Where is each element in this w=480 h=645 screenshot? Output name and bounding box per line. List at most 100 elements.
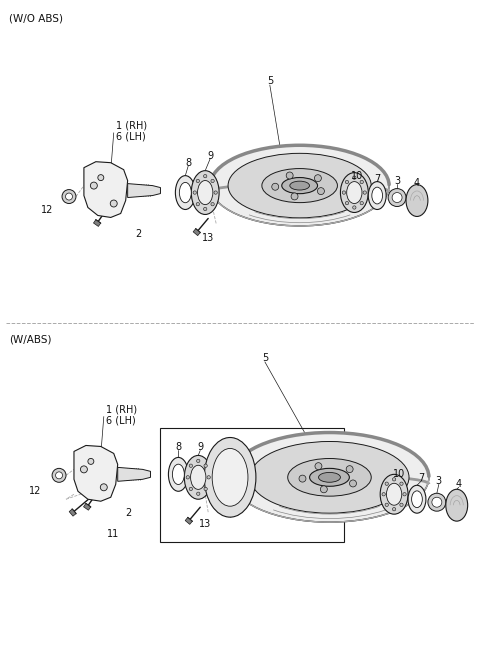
Text: 7: 7 xyxy=(418,473,424,483)
Circle shape xyxy=(363,191,366,194)
Text: 8: 8 xyxy=(175,442,181,452)
Ellipse shape xyxy=(172,464,184,484)
Ellipse shape xyxy=(290,181,310,190)
Circle shape xyxy=(393,478,396,481)
Text: 13: 13 xyxy=(202,233,214,243)
Ellipse shape xyxy=(192,171,219,215)
Circle shape xyxy=(320,486,327,493)
Ellipse shape xyxy=(230,433,429,522)
Ellipse shape xyxy=(212,448,248,506)
Circle shape xyxy=(211,179,214,183)
Text: (W/O ABS): (W/O ABS) xyxy=(9,14,63,23)
Circle shape xyxy=(98,175,104,181)
Circle shape xyxy=(193,191,196,194)
Circle shape xyxy=(56,472,62,479)
Circle shape xyxy=(342,191,346,194)
Text: 9: 9 xyxy=(207,151,213,161)
Ellipse shape xyxy=(250,441,409,513)
Circle shape xyxy=(52,468,66,482)
Circle shape xyxy=(110,200,117,207)
Circle shape xyxy=(317,188,324,195)
Text: 6 (LH): 6 (LH) xyxy=(106,415,135,426)
Text: 3: 3 xyxy=(436,476,442,486)
Polygon shape xyxy=(193,229,200,235)
Text: 1 (RH): 1 (RH) xyxy=(116,121,147,131)
Ellipse shape xyxy=(198,181,213,204)
Circle shape xyxy=(189,464,192,468)
Ellipse shape xyxy=(372,187,383,204)
Text: 5: 5 xyxy=(262,353,268,363)
Ellipse shape xyxy=(228,154,371,218)
Circle shape xyxy=(400,503,403,506)
Polygon shape xyxy=(185,517,192,524)
Ellipse shape xyxy=(168,457,188,491)
Ellipse shape xyxy=(408,485,426,513)
Ellipse shape xyxy=(368,182,386,210)
Circle shape xyxy=(186,475,190,479)
Ellipse shape xyxy=(446,490,468,521)
Circle shape xyxy=(314,175,322,182)
Circle shape xyxy=(315,462,322,470)
Circle shape xyxy=(272,183,279,190)
Circle shape xyxy=(65,193,72,200)
Circle shape xyxy=(204,174,207,178)
Circle shape xyxy=(204,487,207,491)
Ellipse shape xyxy=(288,459,371,496)
Circle shape xyxy=(299,475,306,482)
Ellipse shape xyxy=(310,468,349,486)
Ellipse shape xyxy=(180,183,192,203)
Circle shape xyxy=(204,207,207,211)
Circle shape xyxy=(286,172,293,179)
Circle shape xyxy=(90,182,97,189)
Text: 12: 12 xyxy=(41,206,53,215)
Text: 2: 2 xyxy=(126,508,132,518)
Circle shape xyxy=(88,459,94,464)
Bar xyxy=(160,428,344,542)
Text: 1 (RH): 1 (RH) xyxy=(106,404,137,415)
Polygon shape xyxy=(84,162,128,217)
Text: (W/ABS): (W/ABS) xyxy=(9,335,52,345)
Text: 6 (LH): 6 (LH) xyxy=(116,132,145,142)
Circle shape xyxy=(346,466,353,473)
Circle shape xyxy=(393,508,396,511)
Text: 13: 13 xyxy=(199,519,211,529)
Circle shape xyxy=(207,475,210,479)
Circle shape xyxy=(211,203,214,206)
Circle shape xyxy=(388,188,406,206)
Circle shape xyxy=(62,190,76,204)
Ellipse shape xyxy=(262,168,337,203)
Circle shape xyxy=(197,492,200,495)
Circle shape xyxy=(204,464,207,468)
Circle shape xyxy=(382,493,385,496)
Polygon shape xyxy=(94,220,101,226)
Circle shape xyxy=(432,497,442,507)
Polygon shape xyxy=(118,468,151,481)
Circle shape xyxy=(345,201,348,205)
Text: 3: 3 xyxy=(394,175,400,186)
Ellipse shape xyxy=(386,483,402,505)
Circle shape xyxy=(100,484,107,491)
Polygon shape xyxy=(74,446,118,501)
Text: 9: 9 xyxy=(197,442,204,452)
Circle shape xyxy=(291,193,298,200)
Circle shape xyxy=(345,181,348,184)
Circle shape xyxy=(360,201,363,205)
Ellipse shape xyxy=(340,173,368,212)
Circle shape xyxy=(81,466,87,473)
Ellipse shape xyxy=(204,437,256,517)
Polygon shape xyxy=(84,504,91,510)
Polygon shape xyxy=(69,509,76,516)
Ellipse shape xyxy=(347,182,362,204)
Ellipse shape xyxy=(175,175,195,210)
Circle shape xyxy=(353,206,356,209)
Circle shape xyxy=(349,480,357,487)
Text: 2: 2 xyxy=(135,230,142,239)
Text: 12: 12 xyxy=(29,486,41,496)
Ellipse shape xyxy=(406,184,428,217)
Ellipse shape xyxy=(184,455,212,499)
Polygon shape xyxy=(128,184,160,197)
Circle shape xyxy=(403,493,406,496)
Ellipse shape xyxy=(380,474,408,514)
Text: 5: 5 xyxy=(267,76,273,86)
Circle shape xyxy=(196,179,200,183)
